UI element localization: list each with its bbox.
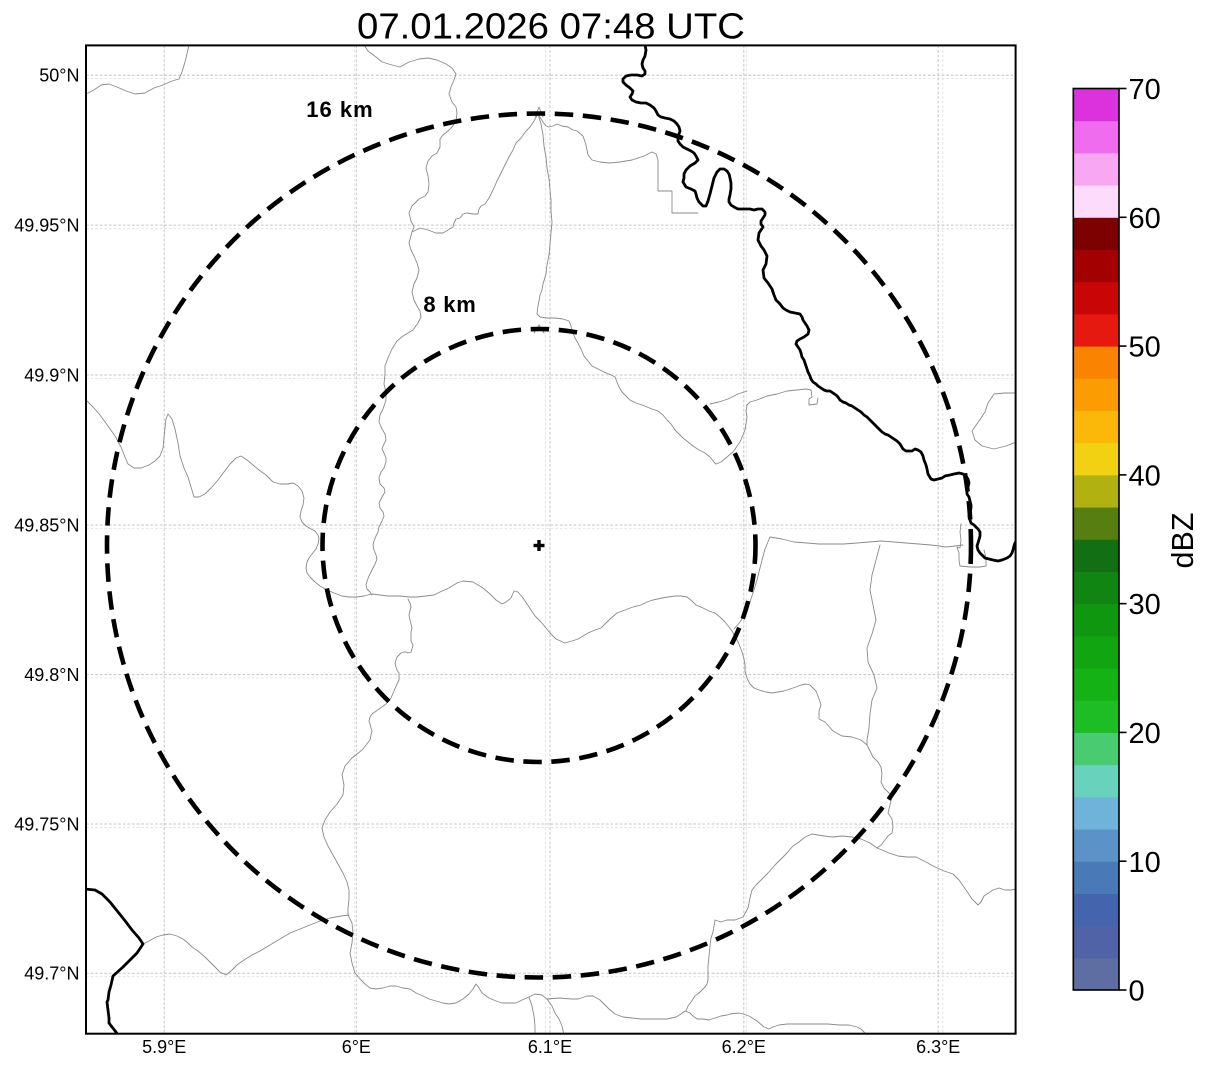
svg-text:30: 30 xyxy=(1129,589,1161,621)
svg-text:49.9°N: 49.9°N xyxy=(24,366,79,386)
svg-text:49.85°N: 49.85°N xyxy=(14,516,79,536)
svg-text:50°N: 50°N xyxy=(39,66,79,86)
svg-text:50: 50 xyxy=(1129,332,1161,364)
svg-text:8 km: 8 km xyxy=(423,292,476,317)
svg-text:49.75°N: 49.75°N xyxy=(14,815,79,835)
svg-text:5.9°E: 5.9°E xyxy=(142,1037,186,1057)
svg-text:10: 10 xyxy=(1129,847,1161,879)
svg-text:40: 40 xyxy=(1129,460,1161,492)
svg-text:6.2°E: 6.2°E xyxy=(722,1037,766,1057)
svg-text:0: 0 xyxy=(1129,976,1145,1008)
svg-text:49.8°N: 49.8°N xyxy=(24,665,79,685)
svg-text:16 km: 16 km xyxy=(306,97,373,122)
svg-text:60: 60 xyxy=(1129,203,1161,235)
svg-text:49.95°N: 49.95°N xyxy=(14,216,79,236)
svg-text:49.7°N: 49.7°N xyxy=(24,964,79,984)
svg-text:6.3°E: 6.3°E xyxy=(916,1037,960,1057)
svg-text:70: 70 xyxy=(1129,74,1161,106)
svg-text:07.01.2026 07:48 UTC: 07.01.2026 07:48 UTC xyxy=(357,5,745,46)
svg-text:dBZ: dBZ xyxy=(1166,513,1200,569)
svg-text:6.1°E: 6.1°E xyxy=(528,1037,572,1057)
svg-text:6°E: 6°E xyxy=(342,1037,371,1057)
svg-text:20: 20 xyxy=(1129,718,1161,750)
